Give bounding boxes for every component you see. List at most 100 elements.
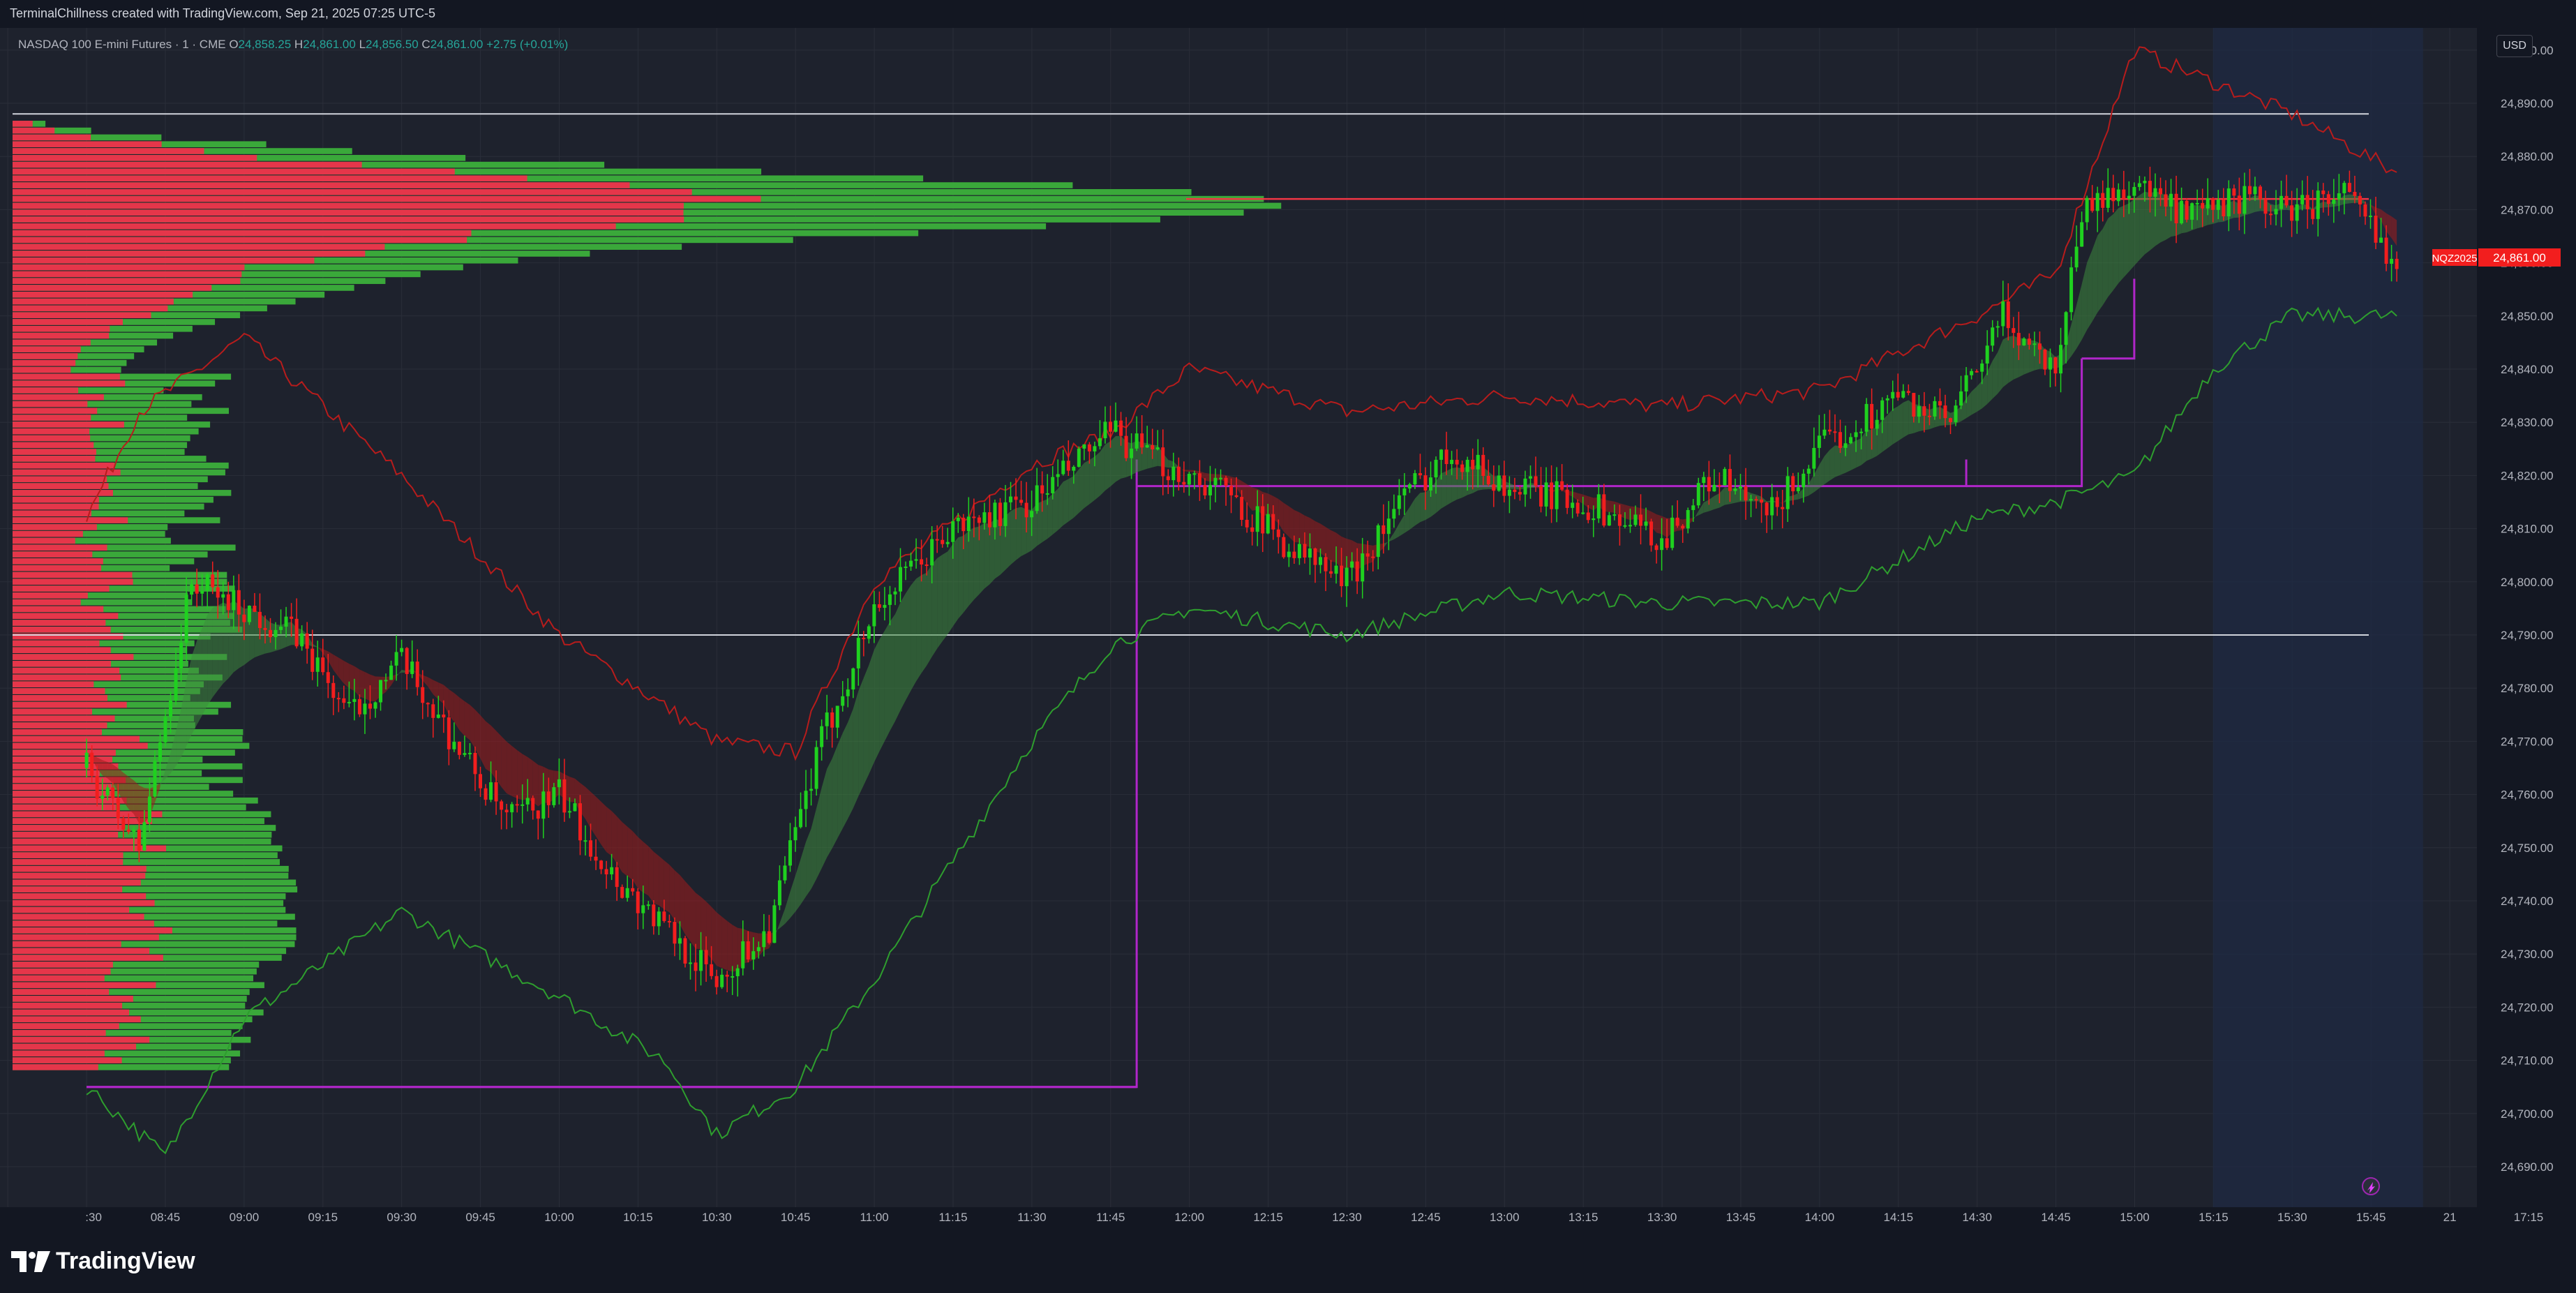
- profile-row-down: [13, 332, 110, 339]
- profile-row-down: [13, 408, 98, 414]
- candle-down: [746, 941, 750, 959]
- candle-down: [1654, 545, 1658, 551]
- profile-row-down: [13, 476, 107, 483]
- candle-up: [756, 947, 761, 952]
- candle-down: [1176, 466, 1181, 482]
- candle-up: [1130, 448, 1134, 458]
- cloud-up: [1420, 492, 1425, 523]
- candle-up: [1980, 363, 1984, 372]
- candle-up: [2226, 188, 2231, 217]
- candle-up: [436, 715, 440, 718]
- profile-row-down: [13, 251, 366, 257]
- cloud-up: [1966, 391, 1972, 419]
- candle-down: [667, 920, 671, 922]
- cloud-down: [438, 682, 444, 704]
- time-tick-label: 08:45: [151, 1211, 181, 1224]
- cloud-up: [994, 518, 1001, 579]
- candle-up: [1822, 429, 1827, 436]
- cloud-up: [2023, 338, 2030, 375]
- candle-up: [883, 604, 887, 608]
- cloud-down: [669, 865, 675, 920]
- cloud-down: [721, 916, 728, 971]
- cloud-down: [139, 785, 144, 823]
- candle-down: [1019, 500, 1024, 503]
- cloud-up: [1116, 435, 1121, 482]
- candle-down: [830, 712, 834, 728]
- cloud-up: [1000, 516, 1005, 575]
- cloud-up: [1026, 509, 1032, 554]
- cloud-up: [396, 669, 402, 678]
- chart-area[interactable]: 24,690.00 24,700.00 24,710.00 24,720.00 24,7…: [0, 28, 2576, 1227]
- cloud-down: [507, 741, 512, 796]
- cloud-up: [1829, 445, 1835, 481]
- cloud-up: [1887, 409, 1893, 449]
- symbol-legend[interactable]: NASDAQ 100 E-mini Futures · 1 · CME O24,…: [18, 38, 568, 52]
- chart-canvas[interactable]: 24,690.00 24,700.00 24,710.00 24,720.00 24,7…: [0, 28, 2576, 1227]
- profile-row-down: [13, 346, 81, 352]
- candle-down: [1781, 507, 1785, 509]
- candle-down: [2122, 189, 2126, 199]
- profile-row-up: [13, 1064, 230, 1070]
- cloud-up: [906, 585, 911, 701]
- candle-down: [924, 564, 929, 566]
- range-box: [2081, 278, 2136, 360]
- symbol-name: NASDAQ 100 E-mini Futures · 1 · CME: [18, 38, 226, 51]
- candle-down: [604, 869, 608, 875]
- candle-down: [683, 938, 687, 964]
- candle-down: [1728, 469, 1732, 491]
- cloud-up: [1063, 479, 1069, 525]
- candle-down: [216, 587, 220, 598]
- candle-up: [1187, 474, 1191, 485]
- cloud-up: [170, 731, 177, 774]
- tradingview-logo[interactable]: TradingView: [11, 1248, 195, 1275]
- candle-up: [2127, 195, 2131, 199]
- candle-down: [2016, 333, 2021, 345]
- profile-row-up: [13, 681, 204, 687]
- vwap-lower-line: [86, 306, 2397, 1155]
- cloud-down: [428, 677, 433, 695]
- profile-row-down: [13, 285, 212, 291]
- candle-down: [126, 829, 130, 832]
- profile-row-down: [13, 387, 79, 394]
- cloud-up: [1782, 497, 1788, 504]
- candle-down: [500, 801, 504, 810]
- candle-down: [1340, 565, 1344, 587]
- candle-down: [368, 703, 372, 709]
- candle-down: [473, 752, 477, 775]
- cloud-down: [338, 657, 344, 684]
- profile-row-up: [13, 613, 234, 620]
- candle-up: [147, 796, 151, 823]
- cloud-up: [1877, 420, 1882, 456]
- candle-down: [1681, 525, 1685, 529]
- profile-row-down: [13, 134, 91, 141]
- candle-down: [211, 574, 215, 588]
- profile-row-down: [13, 1023, 119, 1029]
- open-label: O: [229, 38, 239, 51]
- candle-up: [2180, 200, 2184, 224]
- candle-down: [1492, 484, 1496, 491]
- cloud-up: [1719, 487, 1725, 508]
- cloud-down: [496, 731, 502, 787]
- candle-down: [515, 804, 519, 806]
- profile-row-down: [13, 298, 174, 305]
- candle-down: [1282, 537, 1286, 558]
- cloud-up: [790, 875, 795, 918]
- candle-down: [421, 687, 425, 703]
- profile-row-up: [13, 585, 235, 592]
- cloud-up: [1735, 488, 1741, 503]
- candle-up: [1607, 515, 1611, 526]
- candle-down: [1639, 514, 1643, 526]
- cloud-up: [890, 614, 895, 731]
- candle-up: [1056, 474, 1060, 477]
- candle-up: [174, 668, 178, 701]
- candle-down: [694, 962, 698, 971]
- candle-up: [1571, 502, 1575, 508]
- candle-up: [1297, 544, 1301, 558]
- candle-down: [2290, 205, 2294, 221]
- currency-button[interactable]: USD: [2496, 35, 2533, 57]
- profile-row-down: [13, 496, 99, 503]
- profile-row-down: [13, 175, 527, 182]
- candle-up: [982, 512, 987, 523]
- candle-up: [1439, 449, 1444, 460]
- ticker-tag-text: NQZ2025: [2432, 253, 2477, 264]
